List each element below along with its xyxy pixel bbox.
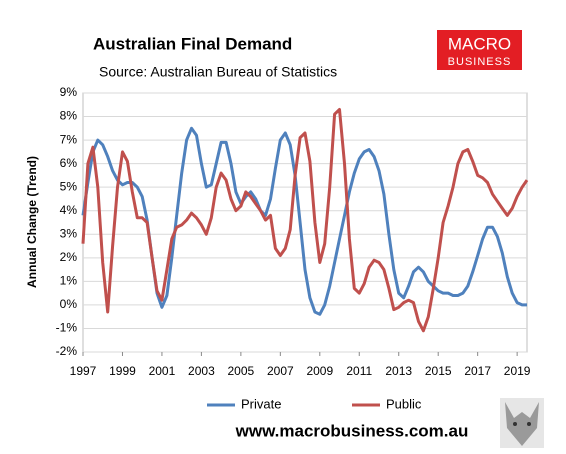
y-tick-label: 1% (60, 274, 78, 288)
y-tick-label: 2% (60, 250, 78, 264)
footer: www.macrobusiness.com.au (235, 421, 469, 440)
x-tick-label: 2005 (228, 364, 255, 378)
logo-text: BUSINESS (448, 56, 512, 68)
y-tick-label: 0% (60, 297, 78, 311)
x-tick-label: 2019 (504, 364, 531, 378)
x-tick-label: 2011 (346, 364, 372, 378)
x-tick-label: 2001 (149, 364, 176, 378)
legend-label: Private (241, 396, 281, 411)
y-tick-label: 6% (60, 156, 78, 170)
chart-subtitle: Source: Australian Bureau of Statistics (99, 64, 337, 80)
y-tick-label: 8% (60, 109, 78, 123)
y-tick-label: -1% (56, 321, 78, 335)
x-tick-label: 2003 (188, 364, 215, 378)
y-axis-label: Annual Change (Trend) (25, 156, 39, 288)
x-tick-label: 2007 (267, 364, 294, 378)
x-tick-label: 1999 (109, 364, 136, 378)
x-tick-label: 1997 (70, 364, 97, 378)
y-tick-label: -2% (56, 344, 78, 358)
legend-label: Public (386, 396, 422, 411)
y-tick-label: 3% (60, 226, 78, 240)
x-tick-label: 2017 (464, 364, 491, 378)
y-tick-label: 7% (60, 132, 78, 146)
wolf-icon (500, 398, 544, 448)
y-tick-label: 9% (60, 85, 78, 99)
logo-box (437, 30, 522, 70)
x-tick-label: 2015 (425, 364, 452, 378)
y-tick-label: 4% (60, 203, 78, 217)
line-series (81, 108, 529, 333)
x-tick-label: 2013 (385, 364, 412, 378)
logo-text: MACRO (448, 34, 511, 53)
chart-title: Australian Final Demand (93, 34, 292, 53)
y-tick-label: 5% (60, 179, 78, 193)
x-tick-label: 2009 (306, 364, 333, 378)
